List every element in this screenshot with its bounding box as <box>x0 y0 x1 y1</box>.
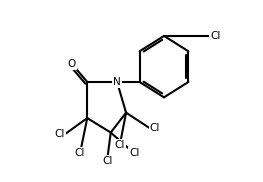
Text: Cl: Cl <box>150 123 160 133</box>
Text: Cl: Cl <box>102 156 112 166</box>
Text: Cl: Cl <box>54 129 65 139</box>
Text: Cl: Cl <box>210 31 220 41</box>
Text: O: O <box>68 59 76 69</box>
Text: Cl: Cl <box>75 148 85 158</box>
Text: Cl: Cl <box>115 140 125 150</box>
Text: N: N <box>113 77 121 87</box>
Text: Cl: Cl <box>129 148 139 158</box>
